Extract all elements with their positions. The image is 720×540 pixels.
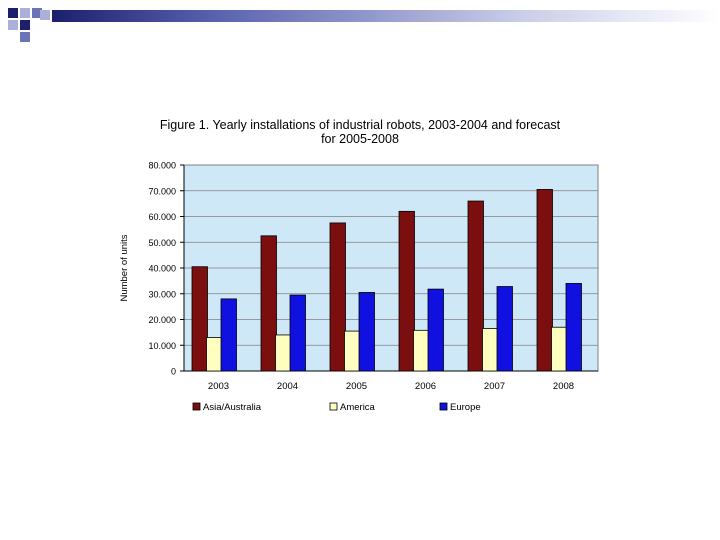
- bar-europe-2008: [565, 283, 582, 372]
- x-tick-label: 2007: [484, 381, 505, 392]
- bar-america-2005: [344, 330, 361, 372]
- y-tick-label: 40.000: [148, 264, 176, 274]
- bar-america-2003: [206, 337, 223, 372]
- deco-square-4: [8, 20, 18, 30]
- legend-label: Europe: [450, 402, 481, 413]
- x-tick-label: 2008: [553, 381, 574, 392]
- x-tick-label: 2005: [346, 381, 367, 392]
- y-tick-label: 50.000: [148, 238, 176, 248]
- y-tick-label: 20.000: [148, 315, 176, 325]
- deco-square-1: [8, 8, 18, 18]
- y-tick-label: 60.000: [148, 212, 176, 222]
- chart-title-line-1: Figure 1. Yearly installations of indust…: [159, 118, 561, 132]
- x-tick-label: 2004: [277, 381, 298, 392]
- bar-asia-australia-2008: [536, 189, 553, 372]
- deco-square-3: [32, 8, 42, 18]
- header-band: [52, 10, 720, 22]
- deco-square-2: [20, 8, 30, 18]
- y-tick-label: 70.000: [148, 186, 176, 196]
- legend-swatch: [439, 402, 448, 411]
- y-tick-label: 80.000: [148, 161, 176, 171]
- x-tick-label: 2003: [208, 381, 229, 392]
- deco-square-5: [20, 20, 30, 30]
- legend-swatch: [192, 402, 201, 411]
- y-tick-label: 10.000: [148, 341, 176, 351]
- bar-asia-australia-2003: [191, 266, 208, 372]
- bar-america-2004: [275, 334, 292, 372]
- y-tick-label: 30.000: [148, 289, 176, 299]
- bar-asia-australia-2004: [260, 235, 277, 372]
- bar-europe-2004: [289, 294, 306, 372]
- legend-label: Asia/Australia: [203, 402, 262, 413]
- legend-swatch: [329, 402, 338, 411]
- y-axis-label: Number of units: [119, 234, 130, 301]
- bar-america-2008: [551, 326, 568, 372]
- legend-label: America: [340, 402, 376, 413]
- bar-europe-2005: [358, 292, 375, 372]
- bar-europe-2007: [496, 286, 513, 372]
- bar-asia-australia-2005: [329, 222, 346, 372]
- bar-asia-australia-2006: [398, 210, 415, 372]
- bar-america-2006: [413, 329, 430, 372]
- bar-europe-2003: [220, 298, 237, 372]
- deco-square-7: [40, 10, 50, 20]
- chart-title-line-2: for 2005-2008: [321, 132, 399, 146]
- bar-asia-australia-2007: [467, 200, 484, 372]
- bar-america-2007: [482, 328, 499, 372]
- y-tick-label: 0: [171, 367, 176, 377]
- x-tick-label: 2006: [415, 381, 436, 392]
- bar-europe-2006: [427, 288, 444, 372]
- chart-title: Figure 1. Yearly installations of indust…: [120, 118, 600, 146]
- deco-square-6: [20, 32, 30, 42]
